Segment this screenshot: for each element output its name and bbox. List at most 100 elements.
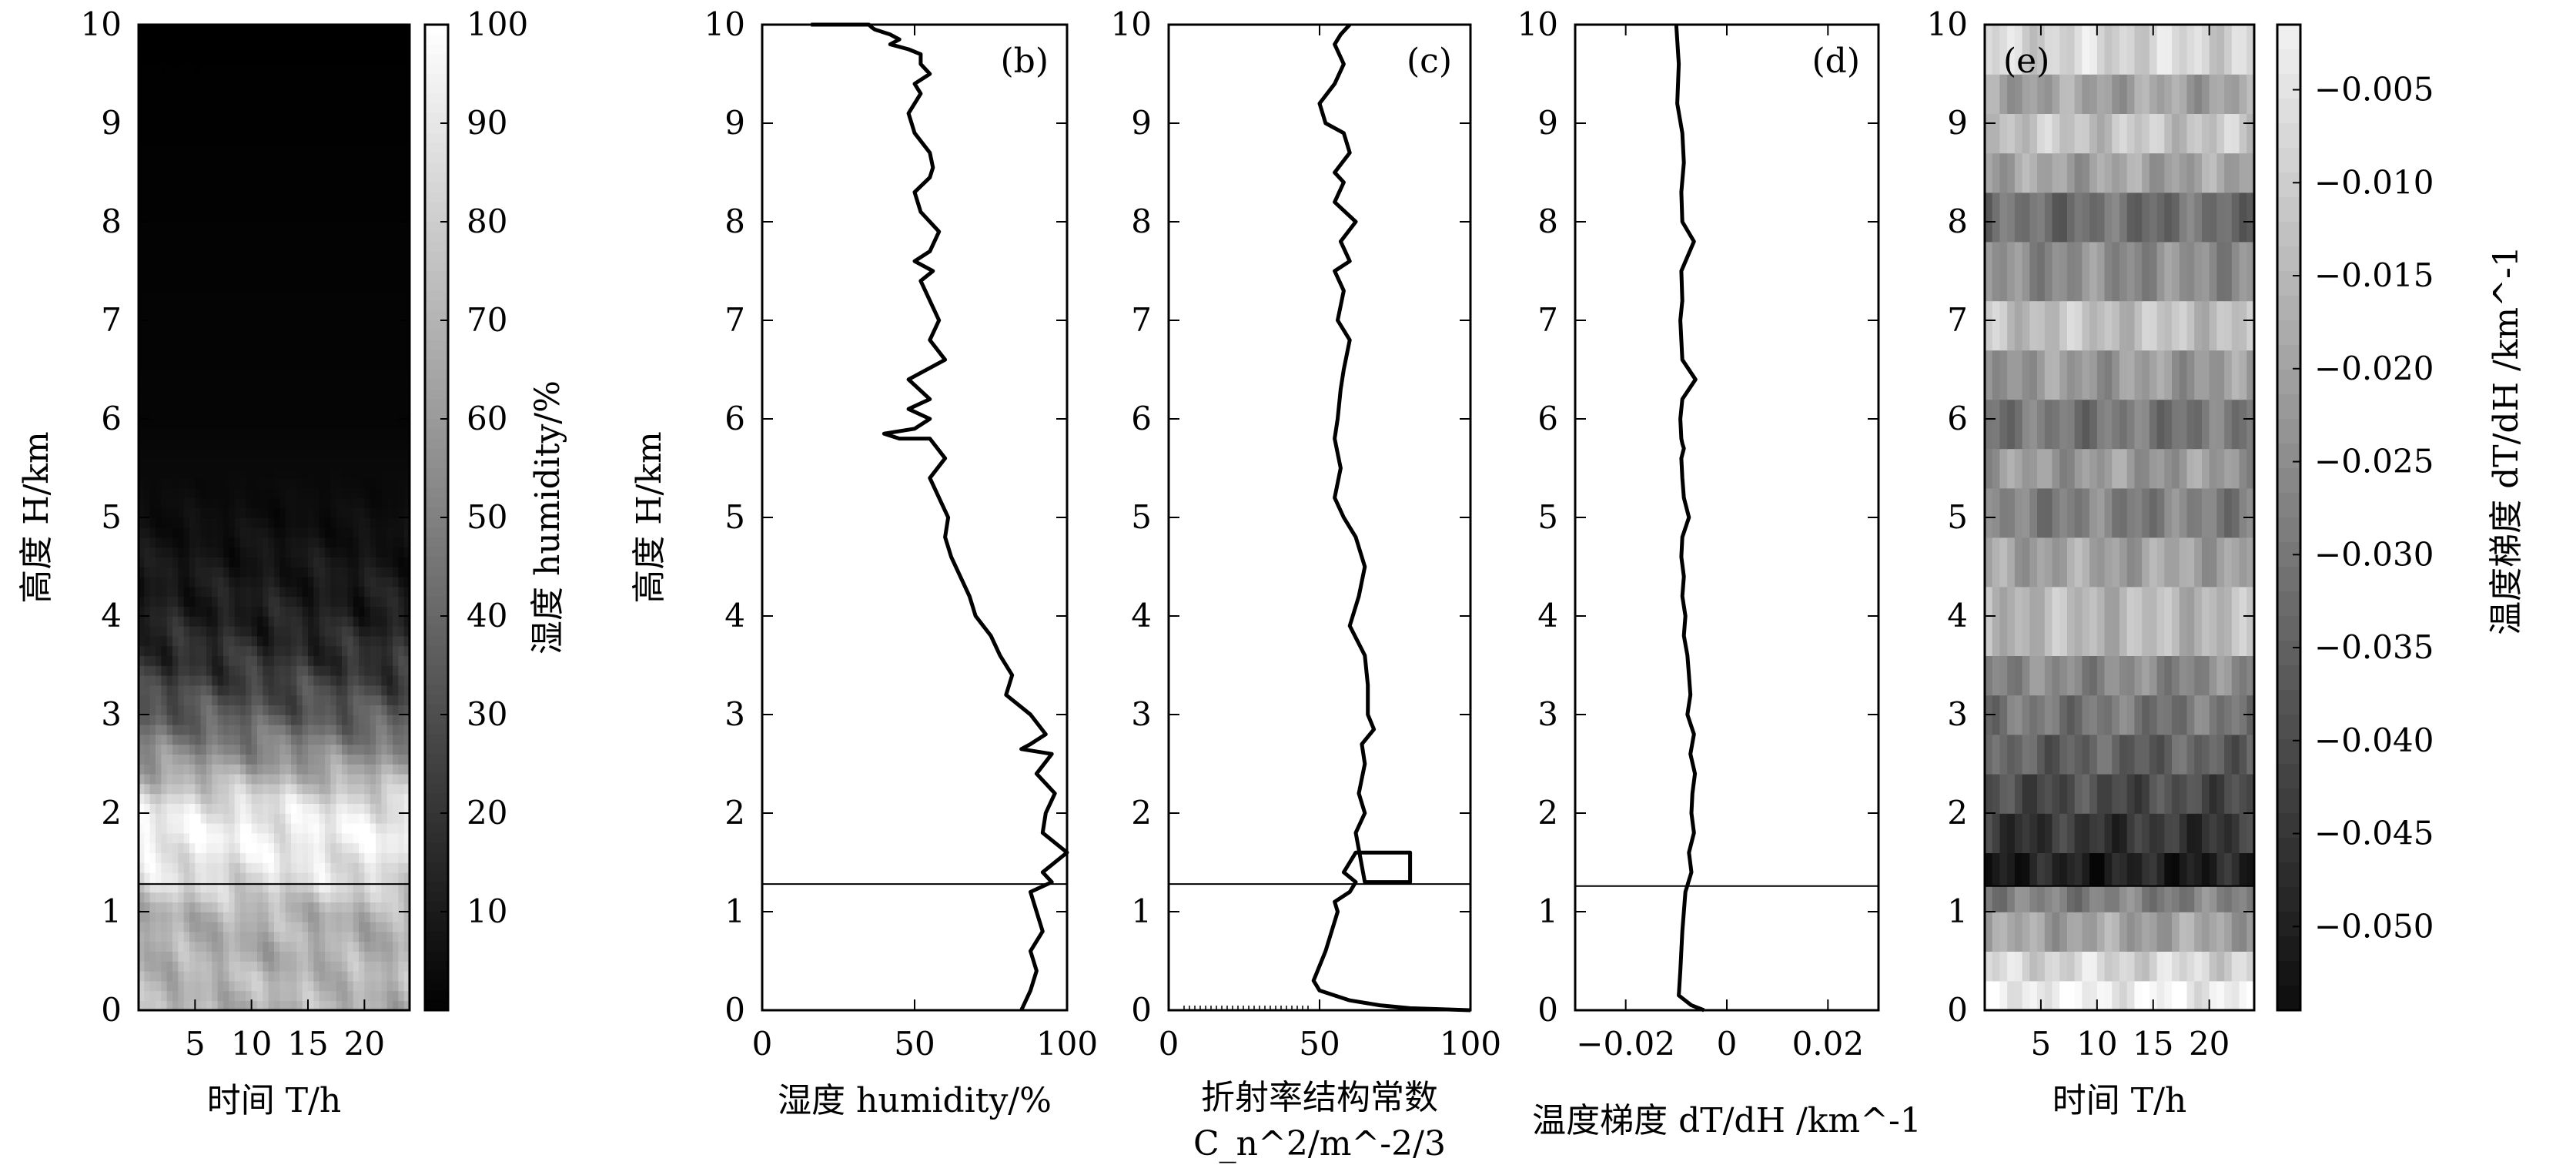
heatmap-cell [263,93,269,105]
heatmap-cell [398,93,405,105]
heatmap-cell [398,645,405,656]
heatmap-cell [336,842,343,853]
heatmap-cell [393,54,400,65]
heatmap-cell [370,290,376,302]
heatmap-cell [285,34,292,45]
heatmap-cell [313,705,320,715]
heatmap-cell [353,882,360,893]
heatmap-cell [398,132,405,144]
heatmap-cell [403,892,410,902]
heatmap-cell [156,44,162,55]
heatmap-cell [217,182,224,193]
heatmap-cell [342,64,349,75]
heatmap-cell [347,764,354,775]
heatmap-cell [386,576,393,588]
heatmap-cell [195,379,202,390]
heatmap-cell [172,941,179,952]
heatmap-cell [325,340,332,351]
heatmap-cell [251,586,258,598]
heatmap-cell [347,872,354,883]
heatmap-cell [189,152,196,163]
heatmap-cell [336,172,343,183]
heatmap-cell [330,428,337,440]
heatmap-cell [393,537,400,548]
heatmap-cell [251,54,258,65]
heatmap-cell [268,370,275,380]
heatmap-cell [240,123,247,134]
heatmap-cell [246,458,253,469]
heatmap-cell [183,675,190,686]
heatmap-cell [285,990,292,1001]
heatmap-cell [234,251,241,262]
heatmap-cell [195,695,202,705]
heatmap-cell [302,842,309,853]
heatmap-cell [161,616,168,627]
heatmap-cell [223,655,230,666]
heatmap-cell [229,251,236,262]
heatmap-cell [229,557,236,567]
heatmap-cell [347,507,354,518]
heatmap-cell [149,892,156,902]
heatmap-cell [149,350,156,360]
heatmap-cell [370,764,376,775]
heatmap-cell [285,1000,292,1011]
heatmap-cell [325,596,332,607]
heatmap-cell [183,1000,190,1011]
heatmap-cell [336,734,343,745]
heatmap-cell [246,261,253,272]
heatmap-cell [313,685,320,696]
heatmap-cell [251,34,258,45]
heatmap-cell [206,537,213,548]
heatmap-cell [403,419,410,430]
heatmap-cell [251,537,258,548]
heatmap-cell [296,212,303,223]
heatmap-cell [336,1000,343,1011]
heatmap-cell [302,685,309,696]
heatmap-cell [139,852,146,863]
heatmap-cell [308,64,315,75]
heatmap-cell [189,113,196,124]
heatmap-cell [156,557,162,567]
heatmap-cell [296,310,303,321]
heatmap-cell [144,419,151,430]
heatmap-cell [285,468,292,479]
heatmap-cell [268,172,275,183]
heatmap-cell [296,409,303,420]
heatmap-cell [161,74,168,85]
heatmap-cell [139,320,146,331]
heatmap-cell [268,892,275,902]
heatmap-cell [285,537,292,548]
heatmap-cell [251,852,258,863]
heatmap-cell [336,941,343,952]
heatmap-cell [139,54,146,65]
heatmap-cell [166,754,173,765]
heatmap-cell [359,665,366,676]
heatmap-cell [291,645,298,656]
heatmap-cell [386,912,393,922]
heatmap-cell [166,645,173,656]
heatmap-cell [376,822,383,834]
heatmap-cell [156,596,162,607]
heatmap-cell [189,310,196,321]
heatmap-cell [223,685,230,696]
heatmap-cell [268,300,275,311]
heatmap-cell [347,980,354,992]
heatmap-cell [268,389,275,400]
heatmap-cell [296,832,303,844]
heatmap-cell [376,123,383,134]
heatmap-cell [144,172,151,183]
heatmap-cell [149,113,156,124]
heatmap-cell [302,497,309,508]
heatmap-cell [212,340,219,351]
heatmap-cell [149,586,156,598]
heatmap-cell [217,44,224,55]
heatmap-cell [291,261,298,272]
heatmap-cell [364,852,371,863]
heatmap-cell [302,202,309,213]
heatmap-cell [285,655,292,666]
heatmap-cell [403,172,410,183]
heatmap-cell [274,527,281,538]
heatmap-cell [183,852,190,863]
heatmap-cell [2239,951,2248,982]
heatmap-cell [359,764,366,775]
